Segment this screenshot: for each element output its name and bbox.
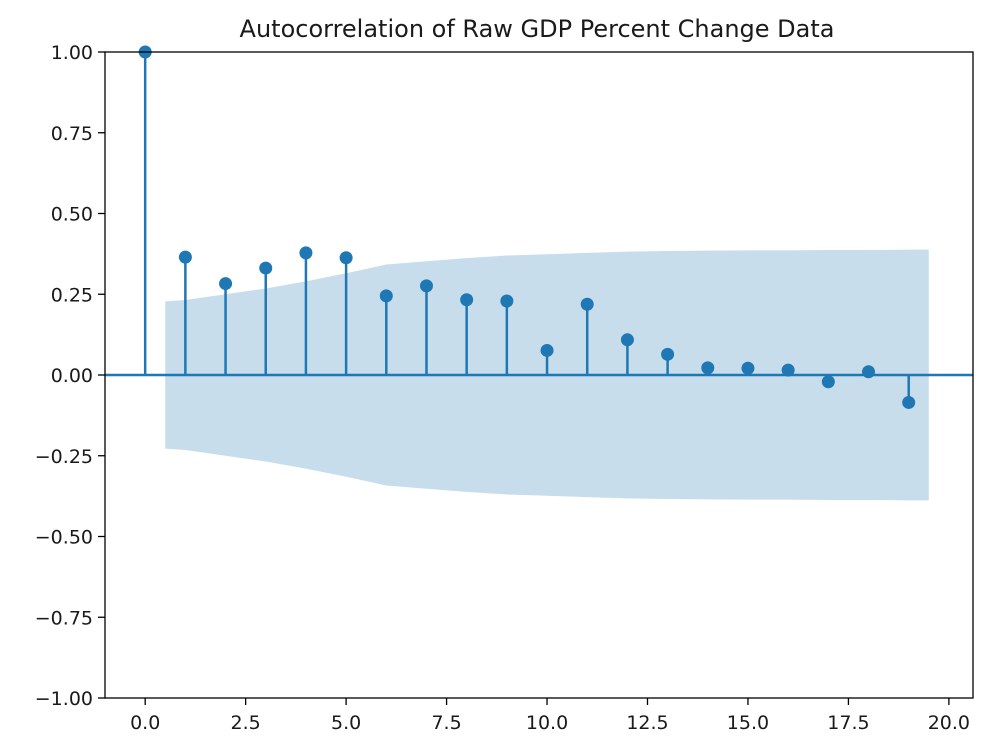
acf-point-lag-17 <box>821 375 835 389</box>
acf-point-lag-12 <box>620 333 634 347</box>
acf-point-lag-6 <box>379 289 393 303</box>
x-tick-label: 7.5 <box>431 712 461 734</box>
x-tick-label: 15.0 <box>727 712 769 734</box>
x-tick-label: 2.5 <box>231 712 261 734</box>
y-tick-label: 0.75 <box>51 123 93 145</box>
chart-title: Autocorrelation of Raw GDP Percent Chang… <box>240 15 835 43</box>
x-tick-label: 10.0 <box>526 712 568 734</box>
acf-point-lag-7 <box>419 279 433 293</box>
y-tick-label: 0.25 <box>51 284 93 306</box>
y-tick-label: 0.50 <box>51 204 93 226</box>
acf-point-lag-9 <box>500 294 514 308</box>
y-tick-label: −0.75 <box>35 607 93 629</box>
acf-point-lag-4 <box>299 246 313 260</box>
acf-point-lag-10 <box>540 343 554 357</box>
acf-point-lag-19 <box>902 395 916 409</box>
x-tick-label: 0.0 <box>130 712 160 734</box>
y-tick-label: 1.00 <box>51 42 93 64</box>
x-tick-label: 17.5 <box>827 712 869 734</box>
x-tick-label: 20.0 <box>928 712 970 734</box>
acf-point-lag-8 <box>460 293 474 307</box>
x-tick-label: 12.5 <box>626 712 668 734</box>
y-tick-label: −1.00 <box>35 688 93 710</box>
acf-point-lag-1 <box>178 250 192 264</box>
acf-point-lag-3 <box>259 261 273 275</box>
acf-point-lag-14 <box>701 361 715 375</box>
acf-point-lag-5 <box>339 251 353 265</box>
acf-point-lag-18 <box>862 365 876 379</box>
acf-point-lag-13 <box>661 347 675 361</box>
y-tick-label: −0.25 <box>35 446 93 468</box>
x-tick-label: 5.0 <box>331 712 361 734</box>
acf-point-lag-2 <box>219 277 233 291</box>
x-axis-ticks: 0.0 2.5 5.0 7.5 10.0 12.5 15.0 17.5 20.0 <box>130 698 970 734</box>
y-axis-ticks: 1.00 0.75 0.50 0.25 0.00 −0.25 −0.50 −0.75 −1.00 <box>35 42 105 710</box>
acf-point-lag-11 <box>580 297 594 311</box>
acf-point-lag-15 <box>741 361 755 375</box>
acf-point-lag-16 <box>781 363 795 377</box>
y-tick-label: 0.00 <box>51 365 93 387</box>
y-tick-label: −0.50 <box>35 527 93 549</box>
